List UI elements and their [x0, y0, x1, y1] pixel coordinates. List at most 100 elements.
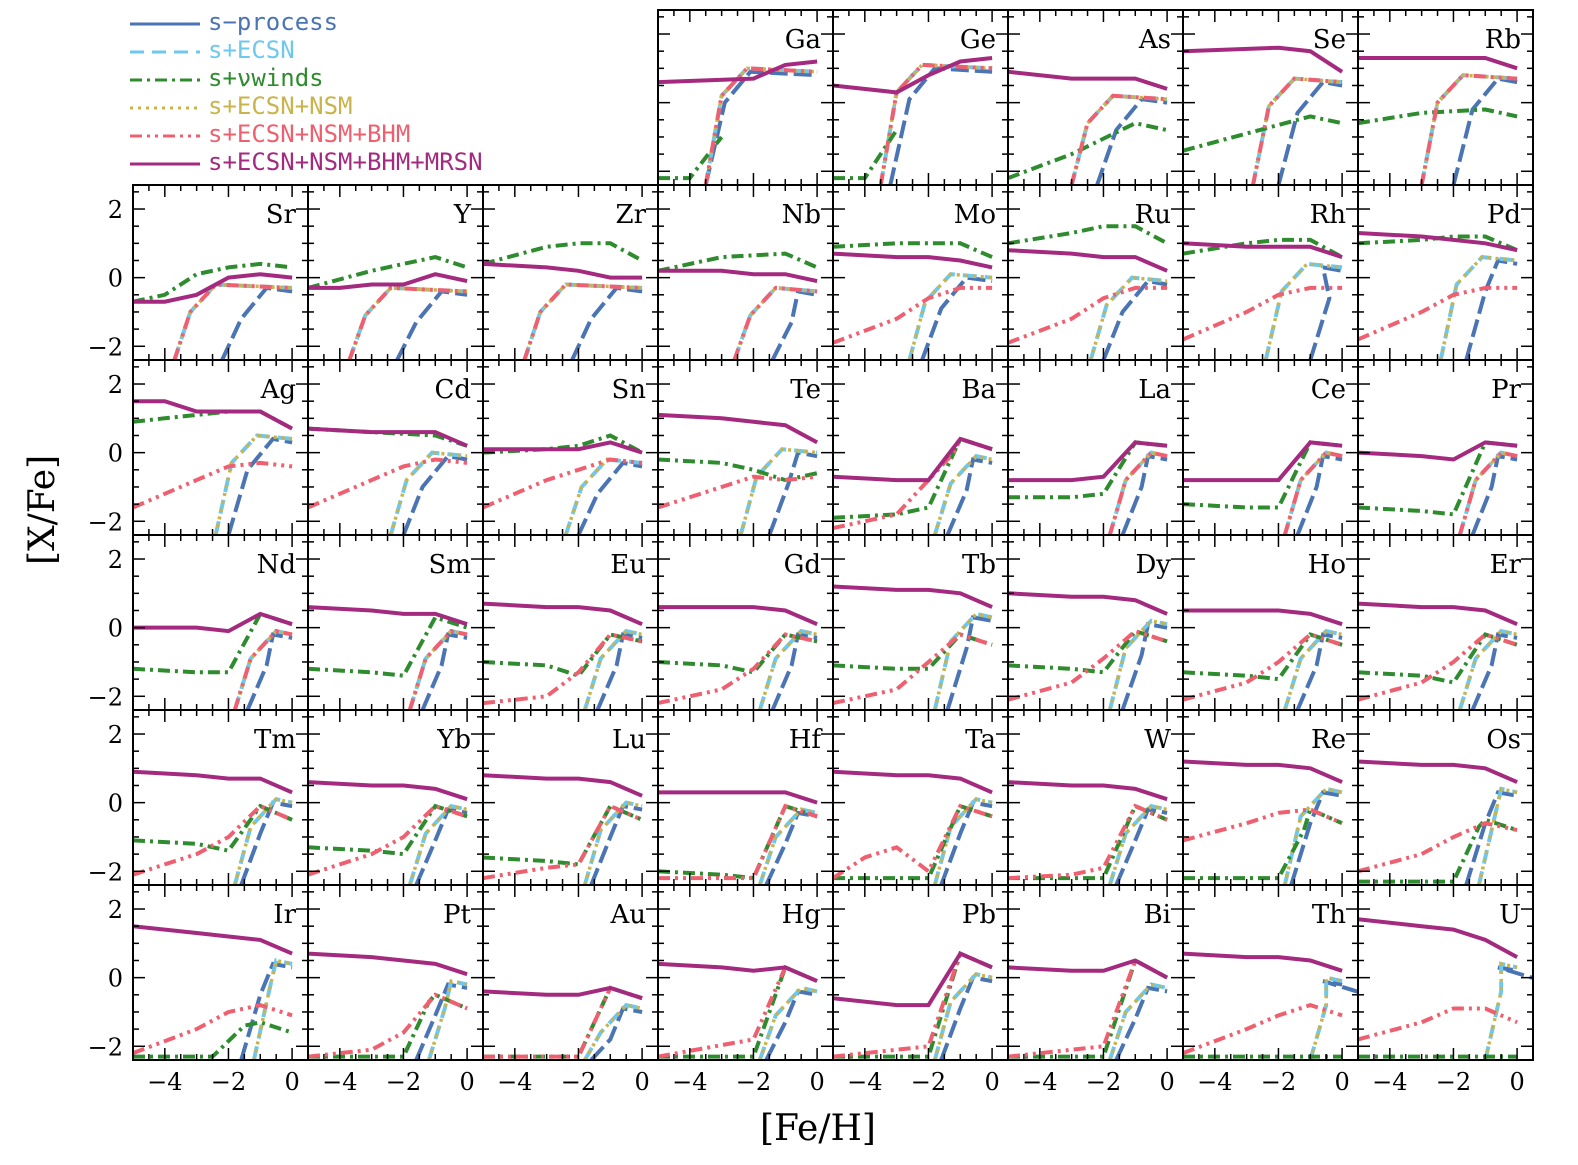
- series-s-nu-winds: [658, 457, 818, 483]
- series-s-ecsn: [757, 985, 818, 1060]
- series-s-ecsn: [1438, 255, 1518, 360]
- legend-swatch: [130, 134, 200, 138]
- series-s-ecsn-nsm-bhm: [1457, 450, 1518, 535]
- series-s-nu-winds: [658, 632, 818, 675]
- panel-frame: [1357, 884, 1534, 1061]
- panel-curves: [133, 611, 293, 710]
- series-s-ecsn-nsm-bhm: [1107, 450, 1168, 535]
- series-s-ecsn-nsm-bhm-mrsn: [1008, 440, 1168, 483]
- series-s-process: [767, 450, 818, 535]
- panel-curves: [1183, 237, 1344, 360]
- y-tick-label: 0: [108, 265, 123, 293]
- panel-curves: [1358, 917, 1533, 1060]
- legend-label: s−process: [208, 8, 339, 36]
- panel-element-label: Ag: [260, 375, 296, 405]
- series-s-process: [414, 807, 468, 885]
- panel-ba: Ba: [832, 359, 1009, 536]
- panel-element-label: Cd: [434, 375, 471, 405]
- panel-grid: Ga Ge As Se Rb Sr −2 0 2 Y Zr Nb Mo Ru Rh Pd Ag −2 0 2 Cd Sn T…: [88, 9, 1534, 1096]
- panel-element-label: Au: [609, 900, 646, 930]
- series-s-ecsn-nsm-bhm: [833, 632, 993, 706]
- panel-rb: Rb: [1357, 9, 1534, 186]
- panel-element-label: Se: [1313, 25, 1346, 55]
- panel-curves: [308, 426, 468, 535]
- panel-ge: Ge: [832, 9, 1009, 186]
- series-s-process: [1120, 621, 1168, 710]
- series-s-ecsn-nsm-bhm-mrsn: [658, 412, 819, 445]
- series-s-ecsn-nsm-bhm: [483, 985, 643, 1059]
- series-s-ecsn-nsm-bhm: [833, 803, 993, 880]
- series-s-ecsn-nsm-bhm-mrsn: [1183, 241, 1343, 260]
- legend-swatch: [130, 22, 200, 26]
- series-s-ecsn-nsm-bhm-mrsn: [1008, 958, 1169, 980]
- series-s-ecsn-nsm: [1069, 94, 1168, 185]
- x-tick-label: −4: [672, 1068, 707, 1096]
- series-s-ecsn-nsm: [1283, 629, 1343, 710]
- panel-curves: [833, 241, 993, 360]
- series-s-nu-winds: [1183, 114, 1343, 153]
- series-s-process: [770, 289, 818, 360]
- series-s-ecsn-nsm-bhm: [1358, 632, 1518, 702]
- series-s-nu-winds: [308, 614, 468, 678]
- series-s-ecsn-nsm-bhm-mrsn: [1008, 780, 1168, 802]
- panel-element-label: La: [1138, 375, 1171, 405]
- legend-swatch: [130, 50, 200, 54]
- panel-curves: [308, 255, 468, 360]
- series-s-ecsn: [522, 282, 643, 360]
- panel-curves: [483, 773, 643, 885]
- series-s-ecsn-nsm: [933, 797, 993, 885]
- panel-element-label: Hg: [782, 900, 821, 930]
- legend-label: s+ECSN: [208, 36, 295, 64]
- series-s-process: [1451, 76, 1518, 185]
- y-tick-label: 2: [108, 196, 123, 224]
- series-s-ecsn-nsm-bhm: [732, 285, 818, 360]
- x-tick-label: −2: [561, 1068, 596, 1096]
- panel-element-label: Ta: [965, 725, 996, 755]
- panel-element-label: Pt: [443, 900, 471, 930]
- panel-ce: Ce: [1182, 359, 1359, 536]
- panel-dy: Dy: [1007, 534, 1184, 711]
- series-s-process: [226, 436, 293, 535]
- panel-sn: Sn: [482, 359, 659, 536]
- panel-curves: [1183, 608, 1343, 710]
- series-s-process: [1114, 985, 1168, 1060]
- panel-zr: Zr: [482, 184, 659, 361]
- series-s-ecsn-nsm-bhm: [483, 632, 643, 706]
- y-tick-label: −2: [88, 683, 123, 711]
- series-s-nu-winds: [658, 251, 818, 273]
- panel-element-label: Rb: [1485, 25, 1521, 55]
- series-s-ecsn-nsm: [233, 797, 293, 885]
- series-s-ecsn: [907, 272, 993, 360]
- panel-curves: [1008, 780, 1168, 885]
- panel-te: Te: [657, 359, 834, 536]
- series-s-ecsn-nsm-bhm: [1008, 285, 1168, 345]
- panel-ticks: [832, 885, 1009, 1060]
- series-s-ecsn-nsm: [703, 66, 818, 185]
- x-tick-label: −4: [147, 1068, 182, 1096]
- panel-curves: [1183, 440, 1343, 535]
- panel-element-label: Tb: [962, 550, 996, 580]
- series-s-nu-winds: [658, 964, 818, 1059]
- series-s-nu-winds: [308, 803, 468, 857]
- series-s-ecsn: [1107, 618, 1168, 710]
- series-s-ecsn-nsm-bhm: [658, 474, 818, 510]
- panel-element-label: Th: [1312, 900, 1346, 930]
- series-s-ecsn: [878, 62, 993, 185]
- series-s-process: [703, 69, 818, 185]
- panel-element-label: Ba: [961, 375, 996, 405]
- panel-ticks: [1357, 710, 1534, 885]
- legend-swatch: [130, 78, 200, 82]
- panel-y: Y: [307, 184, 484, 361]
- panel-curves: [1358, 440, 1518, 535]
- panel-curves: [1183, 951, 1358, 1060]
- series-s-nu-winds: [658, 803, 818, 881]
- panel-curves: [1183, 759, 1343, 885]
- series-s-ecsn: [1069, 93, 1168, 185]
- panel-curves: [833, 56, 993, 185]
- panel-curves: [1008, 440, 1168, 535]
- series-s-process: [920, 275, 993, 360]
- series-s-process: [1120, 453, 1168, 535]
- panel-element-label: Ir: [273, 900, 296, 930]
- legend-label: s+ECSN+NSM: [208, 92, 353, 120]
- series-s-ecsn-nsm: [427, 979, 468, 1060]
